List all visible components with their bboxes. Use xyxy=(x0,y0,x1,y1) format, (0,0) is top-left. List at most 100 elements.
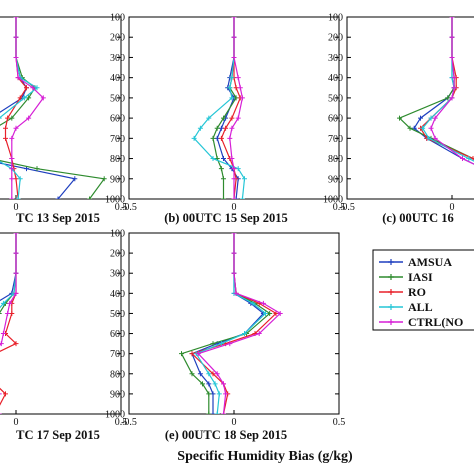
y-tick-label: 700 xyxy=(328,134,343,145)
data-point xyxy=(223,391,229,397)
data-point xyxy=(210,341,216,347)
data-point xyxy=(242,331,247,337)
data-point xyxy=(239,196,245,199)
x-tick-label: 0.5 xyxy=(115,202,128,213)
data-point xyxy=(0,300,6,306)
data-point xyxy=(0,312,2,314)
data-point xyxy=(235,115,241,121)
series-line-ro xyxy=(419,17,474,160)
data-point xyxy=(235,75,241,81)
panel-4: 0 0.5 TC 17 Sep 2015 xyxy=(0,232,128,442)
data-point xyxy=(30,85,36,91)
data-point xyxy=(191,135,197,141)
data-point xyxy=(200,381,205,387)
y-tick-label: 200 xyxy=(110,33,125,44)
data-point xyxy=(229,125,235,131)
data-point xyxy=(9,196,15,199)
y-tick-label: 300 xyxy=(328,53,343,64)
panel-caption: TC 13 Sep 2015 xyxy=(16,211,100,225)
plot-frame xyxy=(0,232,122,415)
y-tick-label: 900 xyxy=(110,389,125,400)
data-point xyxy=(231,176,237,182)
data-point xyxy=(273,310,279,316)
data-point xyxy=(432,135,438,141)
data-point xyxy=(13,233,19,236)
y-tick-label: 200 xyxy=(110,249,125,260)
data-point xyxy=(221,156,226,162)
panel-caption: (e) 00UTC 18 Sep 2015 xyxy=(165,428,287,442)
panel-1: 0 0.5 TC 13 Sep 2015 xyxy=(0,16,128,225)
x-tick-label: 0.5 xyxy=(115,417,128,428)
data-point xyxy=(0,413,2,414)
legend-marker xyxy=(388,319,394,325)
data-point xyxy=(9,166,15,172)
x-tick-label: 0 xyxy=(14,202,19,213)
data-point xyxy=(214,125,220,131)
series-line-amsua xyxy=(0,233,17,302)
data-point xyxy=(26,115,32,121)
x-tick-label: 0 xyxy=(232,417,237,428)
data-point xyxy=(13,125,19,131)
y-tick-label: 500 xyxy=(110,93,125,104)
legend-label: RO xyxy=(408,285,426,299)
series-line-all xyxy=(0,233,17,309)
data-point xyxy=(231,196,237,199)
x-tick-label: -0.5 xyxy=(339,202,355,213)
series-line-iasi xyxy=(398,17,474,160)
data-point xyxy=(210,135,216,141)
data-point xyxy=(229,75,235,81)
data-point xyxy=(237,85,243,91)
data-point xyxy=(34,166,40,172)
series-line-all xyxy=(195,233,267,414)
data-point xyxy=(449,17,455,20)
data-point xyxy=(235,166,241,172)
data-point xyxy=(256,331,262,337)
legend-marker xyxy=(388,289,394,295)
legend-box xyxy=(372,249,474,331)
data-point xyxy=(233,85,239,91)
data-point xyxy=(195,351,201,357)
panels-layer: 0 0.5 TC 13 Sep 2015 100 200 300 400 500 600 700 8… xyxy=(0,13,474,442)
y-tick-label: 800 xyxy=(110,154,125,165)
data-point xyxy=(9,135,15,141)
panel-caption: (c) 00UTC 16 xyxy=(382,211,454,225)
data-point xyxy=(214,135,220,141)
y-tick-label: 500 xyxy=(328,93,343,104)
x-tick-label: 0.5 xyxy=(333,202,346,213)
y-tick-label: 900 xyxy=(328,174,343,185)
data-point xyxy=(210,411,216,414)
data-point xyxy=(231,34,237,40)
data-point xyxy=(216,391,222,397)
data-point xyxy=(460,156,465,162)
legend-marker xyxy=(388,274,394,280)
data-point xyxy=(13,341,19,347)
data-point xyxy=(233,196,239,199)
series-layer xyxy=(397,17,474,165)
y-tick-label: 100 xyxy=(110,229,125,240)
plot-frame xyxy=(346,16,474,200)
data-point xyxy=(218,166,224,172)
data-point xyxy=(451,85,457,91)
data-point xyxy=(13,176,19,182)
data-point xyxy=(210,156,216,162)
data-point xyxy=(466,156,472,162)
data-point xyxy=(5,115,11,121)
data-point xyxy=(13,17,19,20)
data-point xyxy=(221,115,226,121)
data-point xyxy=(227,135,233,141)
data-point xyxy=(17,95,23,101)
data-point xyxy=(231,54,237,60)
data-point xyxy=(197,371,203,377)
x-tick-label: 0 xyxy=(232,202,237,213)
data-point xyxy=(9,156,15,162)
data-point xyxy=(221,411,226,414)
y-tick-label: 600 xyxy=(328,114,343,125)
data-point xyxy=(101,176,107,182)
data-point xyxy=(420,125,426,131)
panel-caption: (b) 00UTC 15 Sep 2015 xyxy=(164,211,288,225)
data-point xyxy=(218,125,224,131)
y-tick-label: 1000 xyxy=(105,410,125,421)
data-point xyxy=(9,115,15,121)
data-point xyxy=(227,85,233,91)
